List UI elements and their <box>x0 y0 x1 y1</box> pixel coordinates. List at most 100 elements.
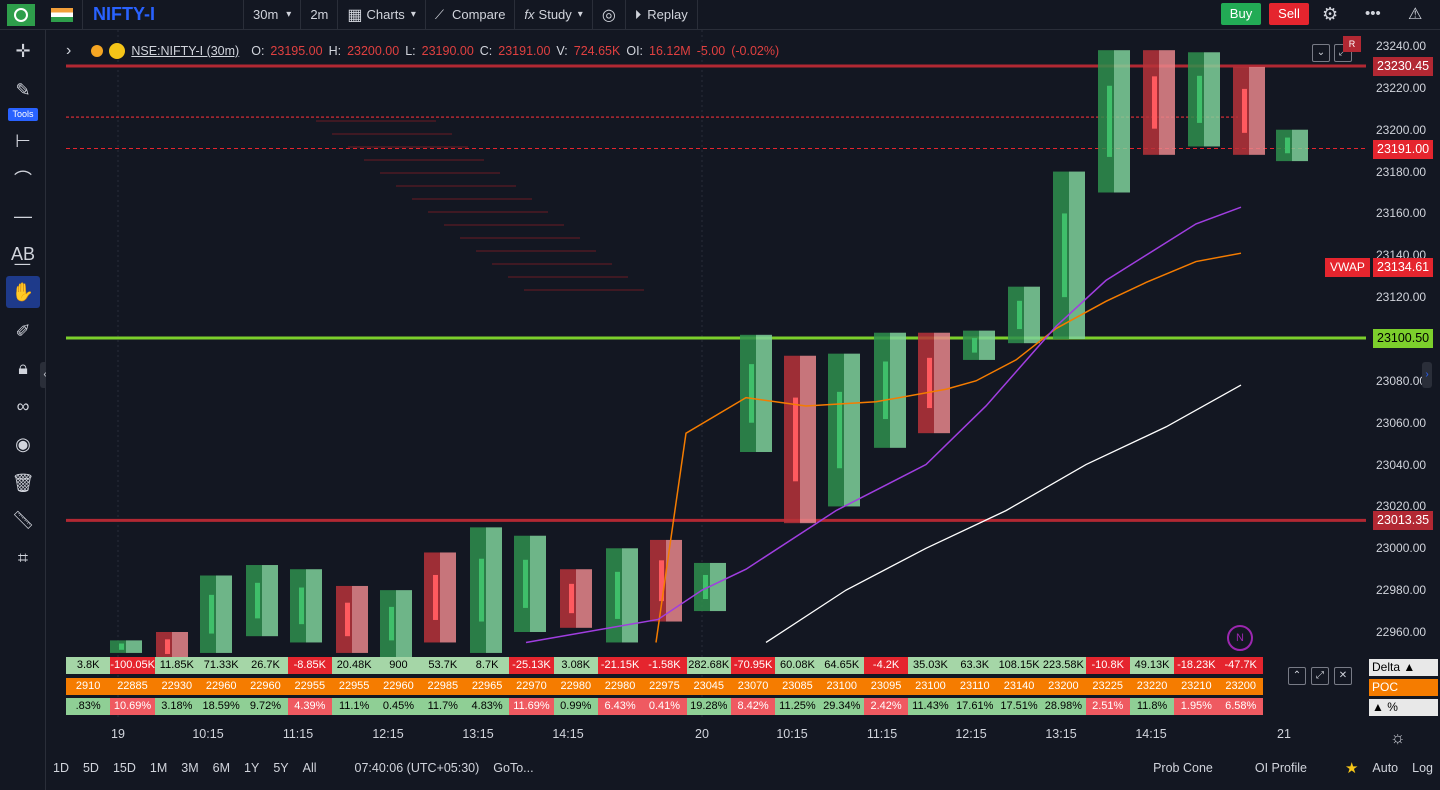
price-tick: 23000.00 <box>1376 541 1427 556</box>
candle-body <box>433 574 438 620</box>
poc-cell: 22970 <box>509 678 554 695</box>
symbol-search[interactable]: NIFTY-I <box>83 0 244 29</box>
price-tick: 23080.00 <box>1376 373 1427 388</box>
compare-button[interactable]: ⟋ Compare <box>426 0 516 29</box>
footprint-candle <box>380 590 412 658</box>
oi-profile-button[interactable]: OI Profile <box>1254 761 1307 775</box>
footprint-candle <box>110 640 142 653</box>
price-tick: 23160.00 <box>1376 206 1427 221</box>
pattern-icon[interactable]: ⌒ <box>14 170 32 190</box>
poc-label[interactable]: POC <box>1369 679 1438 696</box>
range-button-1m[interactable]: 1M <box>149 761 168 775</box>
more-icon[interactable]: ••• <box>1365 5 1381 22</box>
ghost-level <box>444 224 564 226</box>
pct-cell: 0.99% <box>553 698 598 715</box>
compare-icon: ⟋ <box>434 6 444 22</box>
instagram-icon[interactable]: ◎ <box>593 0 626 29</box>
trendline-icon[interactable]: ⊢ <box>15 130 31 151</box>
purple-ma-line <box>525 206 1242 644</box>
lock-icon[interactable]: 🔒︎ <box>18 357 28 378</box>
delta-cell: 282.68K <box>686 657 731 674</box>
open-label: O: <box>251 44 265 58</box>
percent-row: .83% 10.69% 3.18% 18.59% 9.72% 4.39% 11.1% 0.45… <box>66 698 1263 715</box>
footprint-candle <box>424 552 456 643</box>
range-button-1d[interactable]: 1D <box>53 761 69 775</box>
range-button-1y[interactable]: 1Y <box>244 761 260 775</box>
alert-icon[interactable]: ⚠ <box>1408 6 1423 23</box>
brush-icon[interactable]: ✐ <box>15 320 31 341</box>
chart-settings-icon[interactable]: ☼ <box>1390 728 1406 747</box>
study-dropdown[interactable]: fx Study ▾ <box>515 0 593 29</box>
buy-button[interactable]: Buy <box>1221 3 1261 25</box>
sell-button[interactable]: Sell <box>1269 3 1309 25</box>
poc-cell: 22885 <box>110 678 155 695</box>
measure-icon[interactable]: ⌗ <box>17 547 29 568</box>
log-scale-button[interactable]: Log <box>1412 761 1433 775</box>
range-button-5y[interactable]: 5Y <box>273 761 289 775</box>
replay-label: Replay <box>647 7 688 22</box>
auto-scale-button[interactable]: Auto <box>1372 761 1399 775</box>
news-badge[interactable]: N <box>1227 625 1253 651</box>
collapse-right-handle[interactable]: › <box>1422 362 1432 388</box>
pct-cell: 11.69% <box>509 698 554 715</box>
symbol-interval[interactable]: NSE:NIFTY-I (30m) <box>131 44 240 58</box>
ruler-icon[interactable]: 📏︎ <box>11 509 35 530</box>
delta-cell: 35.03K <box>908 657 953 674</box>
table-expand-icon[interactable]: ⤢ <box>1311 667 1329 685</box>
ghost-level <box>508 276 628 278</box>
time-axis[interactable]: 19 10:15 11:15 12:15 13:15 14:15 20 10:15 11:15 1… <box>46 720 1366 748</box>
bottom-toolbar: 1D 5D 15D 1M 3M 6M 1Y 5Y All 07:40:06 (UTC+05:30… <box>46 755 1440 781</box>
pct-cell: 4.83% <box>464 698 510 715</box>
pencil-icon[interactable]: ✎ <box>15 79 31 100</box>
pct-label[interactable]: ▲ % <box>1369 699 1438 716</box>
candle-body <box>703 574 708 600</box>
interval-dropdown[interactable]: 30m ▾ <box>244 0 302 29</box>
text-tool-icon[interactable]: A͟B <box>10 243 35 264</box>
trash-icon[interactable]: 🗑︎ <box>11 472 35 493</box>
expand-legend-icon[interactable]: › <box>66 42 72 59</box>
settings-icon[interactable]: ⚙ <box>1322 4 1339 24</box>
candle-body <box>749 364 754 423</box>
hand-cursor-icon[interactable]: ✋ <box>6 276 40 308</box>
eye-icon[interactable]: ◉ <box>15 433 31 454</box>
crosshair-icon[interactable]: ✛ <box>15 40 31 61</box>
clock-time[interactable]: 07:40:06 (UTC+05:30) <box>354 761 480 775</box>
country-flag-icon[interactable] <box>42 0 83 29</box>
poc-cell: 23110 <box>952 678 997 695</box>
pct-cell: 18.59% <box>198 698 244 715</box>
delta-cell: 3.8K <box>66 657 111 674</box>
goto-button[interactable]: GoTo... <box>493 761 534 775</box>
footprint-candle <box>1053 171 1085 339</box>
range-button-6m[interactable]: 6M <box>212 761 231 775</box>
delta-label[interactable]: Delta ▲ <box>1369 659 1438 676</box>
range-button-5d[interactable]: 5D <box>82 761 99 775</box>
collapse-chevron-icon[interactable]: ⌄ <box>1312 44 1330 62</box>
footprint-candle <box>1098 50 1130 193</box>
charts-dropdown[interactable]: ▦ Charts ▾ <box>338 0 426 29</box>
poc-row: 2910 22885 22930 22960 22960 22955 22955 22960 2… <box>66 678 1263 695</box>
horizontal-line-icon[interactable]: — <box>14 205 32 226</box>
replay-button[interactable]: ⏵ Replay <box>626 0 698 29</box>
collapse-left-handle[interactable]: ‹ <box>40 362 50 388</box>
ghost-level <box>364 159 484 161</box>
prob-cone-button[interactable]: Prob Cone <box>1153 761 1213 775</box>
price-tick: 23240.00 <box>1376 39 1427 53</box>
table-close-icon[interactable]: ✕ <box>1334 667 1352 685</box>
candle-body <box>927 357 932 409</box>
ghost-level <box>460 237 580 239</box>
link-icon[interactable]: ∞ <box>16 395 30 416</box>
range-button-15d[interactable]: 15D <box>112 761 136 775</box>
price-tick: 23180.00 <box>1376 164 1427 179</box>
orderflow-chart[interactable] <box>46 30 1366 720</box>
poc-cell: 23070 <box>730 678 776 695</box>
interval-label: 30m <box>253 7 279 22</box>
interval-2m-button[interactable]: 2m <box>301 0 339 29</box>
range-button-3m[interactable]: 3M <box>181 761 199 775</box>
star-icon[interactable]: ★ <box>1344 760 1359 777</box>
price-label: 23134.61 <box>1373 257 1434 277</box>
footprint-candle <box>470 527 502 653</box>
range-button-all[interactable]: All <box>302 761 317 775</box>
app-logo[interactable] <box>0 0 42 29</box>
footprint-candle <box>336 585 368 653</box>
table-collapse-icon[interactable]: ⌃ <box>1288 667 1306 685</box>
